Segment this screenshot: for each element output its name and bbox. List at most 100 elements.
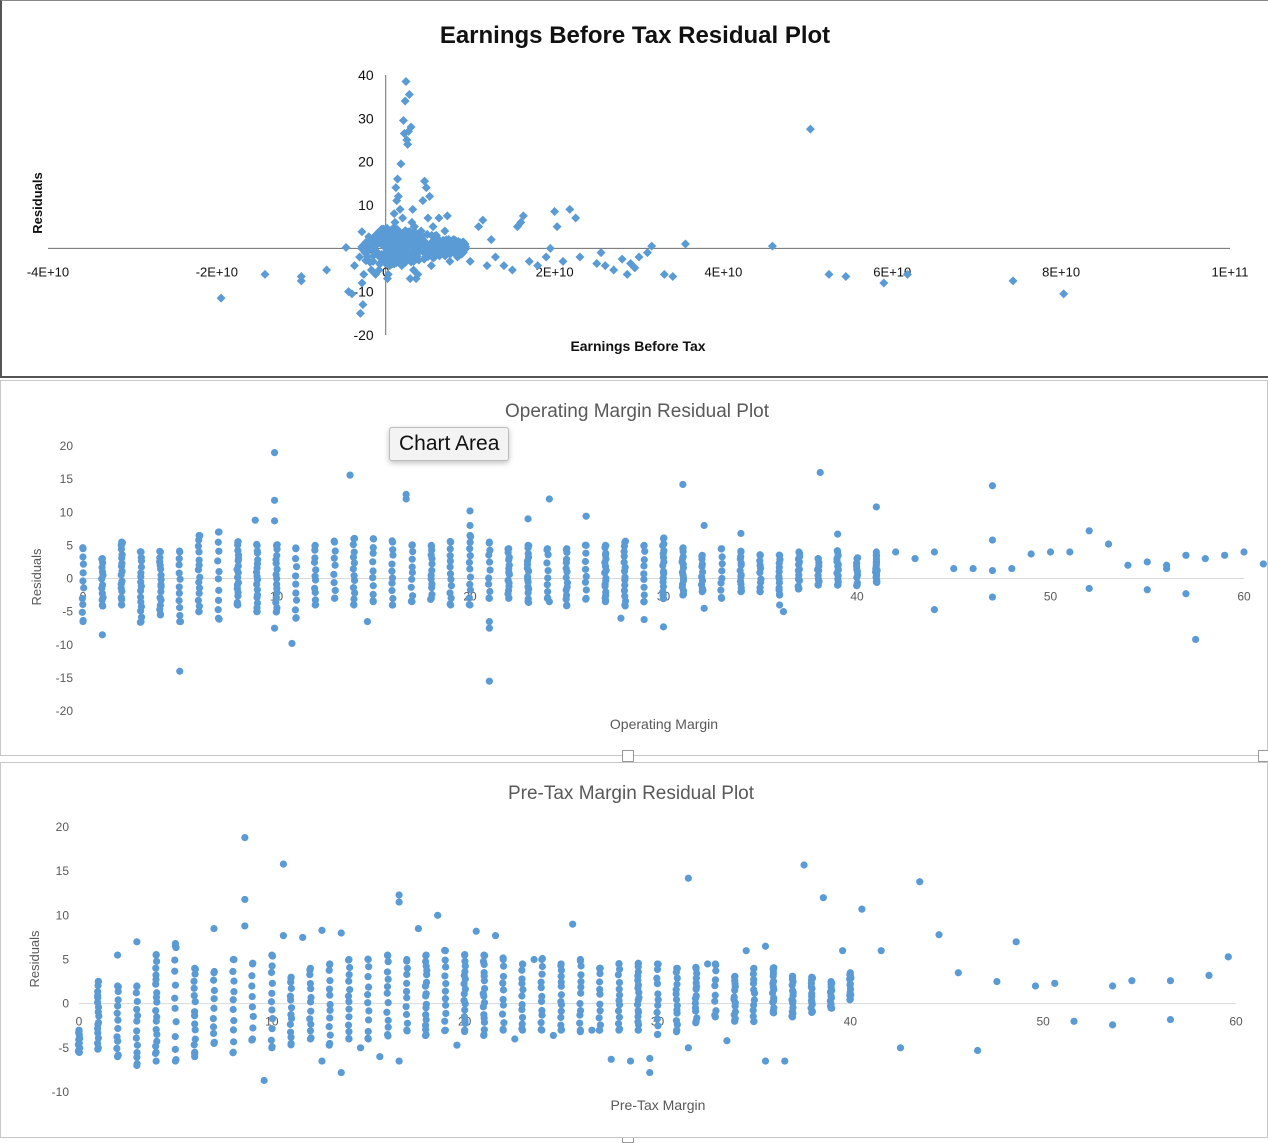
data-point [248,982,256,990]
data-point [571,213,581,223]
data-point [557,960,565,968]
data-point [403,955,411,964]
data-point [268,989,276,997]
data-point [287,1004,296,1012]
data-point [557,978,565,986]
data-point [562,564,570,572]
data-point [369,574,377,582]
data-point [717,594,726,602]
data-point [711,991,719,999]
data-point [634,1026,642,1034]
data-point [361,256,371,266]
y-tick-label: 15 [56,864,70,878]
data-point [711,1013,719,1021]
data-point [640,583,648,591]
data-point [365,1007,373,1015]
data-point [704,960,712,968]
operating-margin-chart[interactable]: Operating Margin Residual Plot Operating… [1,381,1267,755]
data-point [307,985,315,993]
data-point [375,259,385,269]
data-point [480,951,488,959]
data-point [1066,548,1074,556]
data-point [466,573,475,581]
data-point [530,955,538,964]
operating-margin-chart-panel[interactable]: Operating Margin Residual Plot Operating… [0,380,1268,756]
data-point [350,548,358,556]
data-point [596,1026,604,1034]
data-point [439,250,449,260]
data-point [428,222,438,232]
data-point [595,978,604,986]
data-point [195,608,203,616]
data-point [345,1013,353,1021]
data-point [253,591,262,599]
pre-tax-margin-chart[interactable]: Pre-Tax Margin Residual Plot Pre-Tax Mar… [1,763,1267,1137]
data-point [402,1010,411,1019]
data-point [518,1000,526,1009]
data-point [292,545,300,553]
y-tick-label: -15 [56,671,74,685]
data-point [460,1013,468,1021]
data-point [306,1015,314,1023]
data-point [756,557,764,565]
data-point [114,996,122,1004]
data-point [602,588,610,596]
data-point [538,962,546,971]
data-point [79,617,87,626]
data-point [1201,555,1209,563]
data-point [113,1033,121,1041]
data-point [596,1000,604,1008]
data-point [769,1008,777,1017]
data-point [118,538,126,546]
data-point [576,999,584,1008]
x-tick-label: 8E+10 [1042,264,1080,279]
data-point [592,259,602,268]
data-point [516,217,526,227]
data-point [260,1076,268,1085]
data-point [711,982,719,990]
data-point [287,984,295,993]
data-point [400,247,410,257]
data-point [537,984,545,992]
data-point [761,1057,770,1065]
data-point [846,995,854,1003]
data-point [742,947,750,955]
data-point [808,973,816,981]
pre-tax-margin-chart-panel[interactable]: Pre-Tax Margin Residual Plot Pre-Tax Mar… [0,762,1268,1138]
data-point [1166,977,1175,985]
data-point [731,1008,739,1016]
data-point [615,1026,623,1034]
data-point [403,994,411,1002]
earnings-before-tax-chart[interactable]: Earnings Before Tax Residual Plot Earnin… [2,1,1268,377]
data-point [428,560,436,568]
data-point [640,575,648,584]
data-point [388,560,396,568]
data-point [260,269,270,279]
data-point [190,977,198,985]
data-point [805,124,815,134]
data-point [425,191,435,201]
resize-handle-right[interactable] [1258,750,1268,762]
data-point [653,965,662,974]
data-point [248,972,256,980]
data-point [389,538,397,546]
data-point [853,555,861,563]
data-point [684,1044,692,1052]
earnings-before-tax-chart-panel[interactable]: Earnings Before Tax Residual Plot Earnin… [0,0,1268,378]
data-point [596,248,606,258]
data-point [607,1055,615,1063]
data-point [472,927,480,935]
data-point [326,1039,334,1048]
data-point [270,496,279,504]
data-point [273,565,281,573]
resize-handle-top[interactable] [622,750,634,762]
data-point [94,1044,102,1052]
data-point [364,973,372,981]
data-point [422,990,430,998]
data-point [557,1013,565,1022]
data-point [405,274,415,284]
data-point [446,563,454,571]
data-point [346,986,354,994]
data-point [634,1007,642,1015]
data-point [175,561,183,569]
